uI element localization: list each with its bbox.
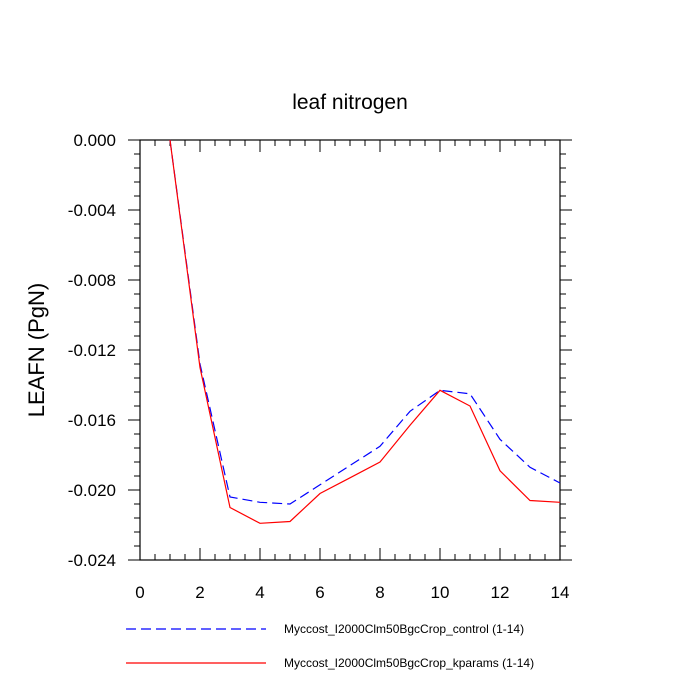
x-tick-label: 12 bbox=[491, 583, 510, 602]
plot-frame bbox=[139, 139, 561, 561]
legend-label-2: Myccost_I2000Clm50BgcCrop_kparams (1-14) bbox=[284, 656, 534, 670]
x-axis-ticks: 0 2 4 6 8 10 12 14 bbox=[135, 140, 569, 602]
x-tick-label: 14 bbox=[551, 583, 570, 602]
series-line-1 bbox=[169, 139, 561, 505]
y-tick-label: -0.016 bbox=[68, 411, 116, 430]
x-tick-label: 2 bbox=[195, 583, 204, 602]
x-tick-label: 6 bbox=[315, 583, 324, 602]
x-tick-label: 10 bbox=[431, 583, 450, 602]
y-tick-label: -0.024 bbox=[68, 551, 116, 570]
y-tick-label: -0.012 bbox=[68, 341, 116, 360]
y-tick-label: -0.004 bbox=[68, 201, 116, 220]
y-axis-label: LEAFN (PgN) bbox=[24, 283, 49, 417]
legend-label-1: Myccost_I2000Clm50BgcCrop_control (1-14) bbox=[284, 622, 524, 636]
x-tick-label: 8 bbox=[375, 583, 384, 602]
chart-title: leaf nitrogen bbox=[292, 91, 408, 114]
legend: Myccost_I2000Clm50BgcCrop_control (1-14)… bbox=[126, 622, 534, 670]
series-line-2 bbox=[169, 139, 561, 524]
x-tick-label: 4 bbox=[255, 583, 264, 602]
series-layer bbox=[169, 139, 561, 524]
y-tick-label: -0.008 bbox=[68, 271, 116, 290]
plot-area bbox=[139, 139, 561, 561]
y-tick-label: 0.000 bbox=[73, 131, 116, 150]
y-axis-ticks: 0.000 -0.004 -0.008 -0.012 -0.016 -0.020 -0.02… bbox=[68, 131, 572, 570]
x-tick-label: 0 bbox=[135, 583, 144, 602]
y-tick-label: -0.020 bbox=[68, 481, 116, 500]
